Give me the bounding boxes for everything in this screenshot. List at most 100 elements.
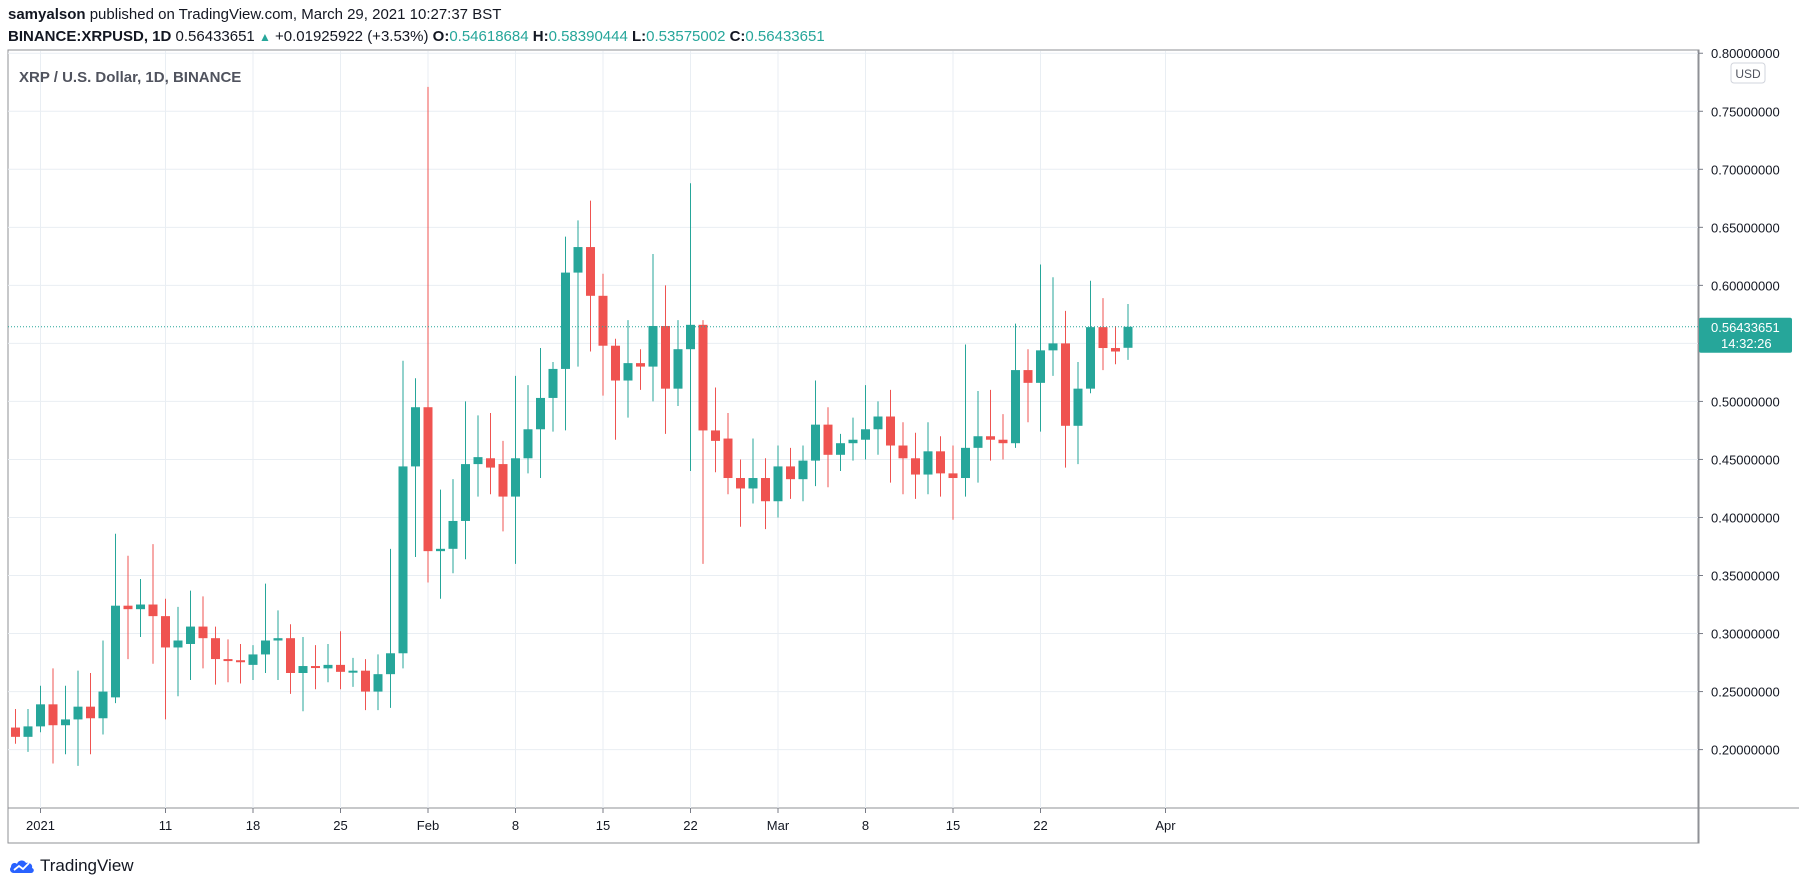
candle[interactable] [336, 631, 345, 690]
plot-border [7, 49, 1700, 844]
candle[interactable] [1011, 323, 1020, 448]
candle[interactable] [1023, 349, 1033, 423]
candle[interactable] [323, 643, 333, 683]
candle[interactable] [348, 657, 358, 687]
candle[interactable] [486, 413, 495, 495]
candle[interactable] [1036, 264, 1045, 432]
candle-body [136, 604, 145, 610]
candle[interactable] [798, 445, 808, 502]
candle[interactable] [561, 236, 570, 431]
publisher-name[interactable]: samyalson [8, 6, 86, 23]
candle[interactable] [311, 645, 320, 690]
candle[interactable] [948, 445, 958, 520]
candle[interactable] [61, 685, 70, 755]
candle[interactable] [398, 360, 408, 669]
candle[interactable] [973, 390, 983, 483]
candle-body [198, 626, 208, 639]
candle[interactable] [761, 458, 770, 530]
candle[interactable] [1061, 310, 1070, 468]
candle[interactable] [1123, 304, 1133, 360]
candle[interactable] [1098, 298, 1108, 371]
candle[interactable] [448, 479, 458, 574]
candle[interactable] [261, 583, 270, 674]
candle[interactable] [36, 685, 45, 733]
candle[interactable] [198, 596, 208, 669]
candle[interactable] [186, 590, 195, 680]
candle[interactable] [736, 459, 745, 527]
candle[interactable] [473, 415, 483, 497]
candle[interactable] [73, 670, 83, 766]
candle[interactable] [161, 598, 170, 720]
candle[interactable] [661, 285, 670, 434]
candle[interactable] [636, 349, 645, 390]
candle[interactable] [536, 348, 545, 479]
candle[interactable] [386, 548, 395, 708]
candle[interactable] [861, 385, 870, 460]
candle[interactable] [848, 417, 858, 461]
candle[interactable] [523, 385, 533, 474]
candle[interactable] [223, 639, 233, 683]
candle[interactable] [298, 637, 308, 712]
candle[interactable] [173, 606, 183, 697]
candle[interactable] [548, 361, 558, 432]
candle[interactable] [111, 533, 120, 704]
candle[interactable] [273, 610, 283, 680]
currency-badge[interactable] [1730, 62, 1766, 84]
candle[interactable] [248, 645, 258, 680]
candle[interactable] [898, 422, 908, 495]
candle[interactable] [123, 555, 133, 660]
candle[interactable] [623, 320, 633, 418]
price-tick-label: 0.75000000 [1711, 104, 1780, 119]
candle[interactable] [86, 673, 95, 755]
candle[interactable] [411, 378, 420, 557]
candle[interactable] [436, 489, 445, 599]
candle[interactable] [373, 654, 383, 711]
candle[interactable] [48, 668, 58, 764]
candle[interactable] [511, 375, 520, 564]
candle[interactable] [1073, 361, 1083, 465]
candle[interactable] [23, 708, 33, 752]
candle[interactable] [98, 640, 108, 735]
candle[interactable] [886, 389, 895, 483]
candle[interactable] [698, 320, 708, 564]
time-tick-label: Apr [1155, 818, 1176, 833]
candle[interactable] [911, 432, 920, 499]
candle[interactable] [936, 436, 945, 497]
candle[interactable] [11, 708, 20, 744]
candle[interactable] [773, 445, 783, 518]
candle[interactable] [236, 643, 245, 684]
candle[interactable] [923, 422, 933, 495]
candle[interactable] [998, 414, 1008, 460]
candle[interactable] [723, 413, 733, 495]
candle[interactable] [461, 401, 470, 560]
candle[interactable] [598, 273, 608, 396]
candle[interactable] [811, 380, 820, 487]
candle[interactable] [673, 320, 683, 407]
candle[interactable] [586, 200, 595, 352]
candle[interactable] [361, 659, 370, 711]
price-tick-label: 0.65000000 [1711, 220, 1780, 235]
candle[interactable] [748, 438, 758, 504]
candle[interactable] [148, 544, 158, 664]
candle[interactable] [423, 86, 433, 583]
candle[interactable] [211, 626, 220, 685]
tradingview-logo[interactable]: TradingView [8, 856, 134, 876]
candle-body [236, 660, 245, 663]
candle[interactable] [686, 183, 695, 472]
candle[interactable] [823, 407, 833, 488]
candle[interactable] [573, 220, 583, 367]
candle[interactable] [961, 344, 970, 497]
candle[interactable] [136, 578, 145, 638]
candle[interactable] [611, 338, 620, 440]
candle[interactable] [711, 387, 720, 473]
candle[interactable] [836, 433, 845, 472]
candle[interactable] [986, 389, 995, 461]
candle[interactable] [286, 624, 295, 694]
candle[interactable] [498, 440, 508, 532]
candle[interactable] [786, 447, 795, 499]
candle[interactable] [648, 254, 658, 402]
candle[interactable] [1086, 280, 1095, 394]
candle[interactable] [873, 401, 883, 455]
candle[interactable] [1111, 325, 1120, 365]
